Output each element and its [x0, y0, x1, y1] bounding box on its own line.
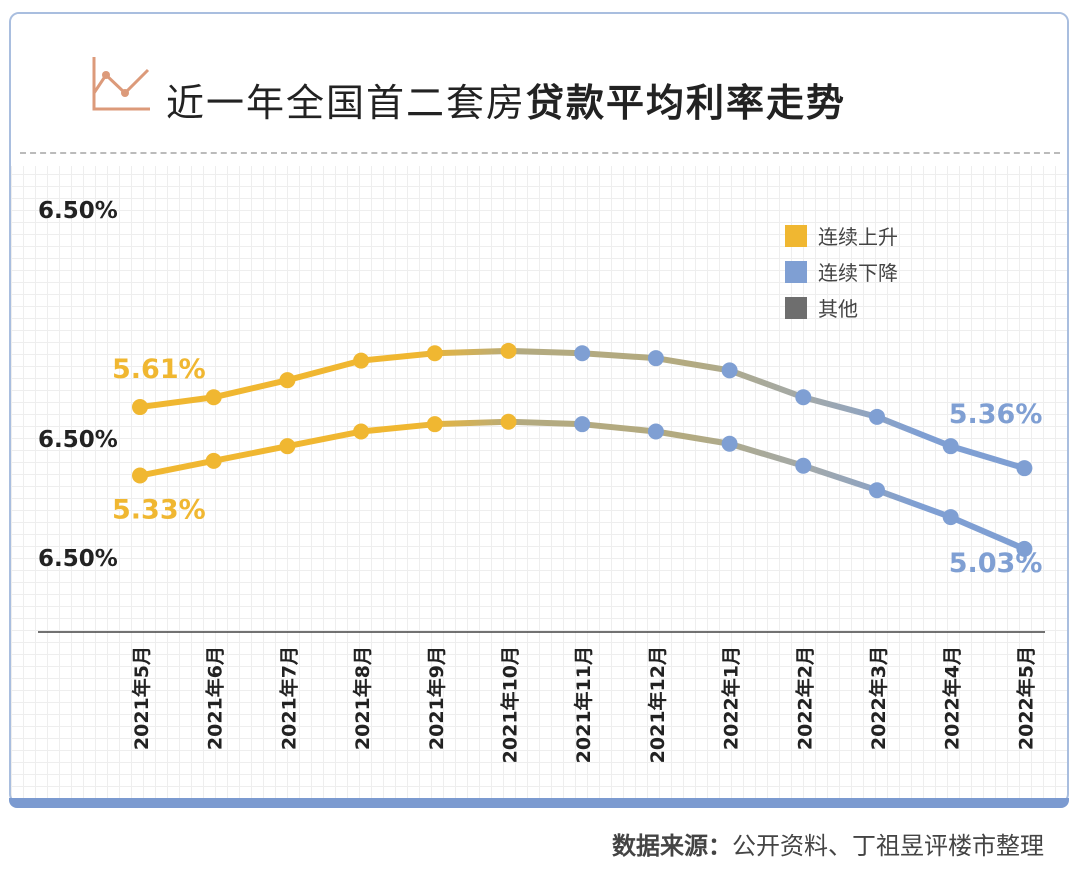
data-point	[205, 389, 222, 406]
x-tick-label: 2021年8月	[351, 646, 374, 750]
data-point	[353, 352, 370, 369]
data-point	[869, 482, 885, 499]
data-point	[574, 345, 591, 362]
end-value-label: 5.03%	[949, 548, 1043, 579]
data-point	[795, 389, 812, 406]
chart-card	[9, 12, 1069, 804]
line-chart: 6.50% 6.50% 6.50% 2021年5月 2021年6月 2021年7月 2021…	[38, 198, 1045, 763]
line-chart-icon	[92, 57, 150, 111]
legend-label: 连续上升	[818, 225, 898, 249]
data-point	[647, 423, 664, 440]
x-tick-label: 2021年12月	[646, 646, 669, 763]
source-note: 数据来源：公开资料、丁祖昱评楼市整理	[612, 826, 1044, 861]
data-point	[353, 423, 370, 440]
x-tick-label: 2021年6月	[204, 646, 227, 750]
x-tick-label: 2022年4月	[941, 646, 964, 750]
source-text: 公开资料、丁祖昱评楼市整理	[732, 832, 1044, 860]
data-point	[647, 350, 664, 367]
data-point	[721, 435, 738, 452]
x-tick-label: 2022年3月	[867, 646, 890, 750]
data-point	[500, 342, 517, 359]
title-bold: 贷款平均利率走势	[526, 81, 847, 125]
data-point	[1016, 540, 1033, 557]
data-point	[942, 438, 959, 455]
data-point	[1016, 460, 1033, 477]
data-point	[942, 509, 959, 526]
end-value-label: 5.36%	[949, 399, 1043, 430]
data-point	[426, 345, 443, 362]
start-value-label: 5.33%	[112, 495, 206, 526]
data-point	[132, 399, 148, 416]
y-tick-label: 6.50%	[38, 546, 118, 572]
x-tick-label: 2021年9月	[425, 646, 448, 750]
data-point	[205, 452, 222, 469]
y-tick-label: 6.50%	[38, 427, 118, 453]
x-tick-label: 2022年1月	[720, 646, 743, 750]
data-point	[279, 372, 296, 389]
y-tick-label: 6.50%	[38, 198, 118, 224]
page-title: 近一年全国首二套房贷款平均利率走势	[166, 72, 846, 127]
x-tick-label: 2021年11月	[572, 646, 595, 763]
data-point	[795, 457, 812, 474]
card-bottom-bar	[9, 798, 1069, 808]
data-point	[426, 416, 443, 433]
x-tick-label: 2021年7月	[277, 646, 300, 750]
x-tick-label: 2022年5月	[1014, 646, 1037, 750]
legend-label: 其他	[818, 297, 858, 321]
legend-label: 连续下降	[818, 261, 898, 285]
data-point	[500, 413, 517, 430]
legend-swatch	[785, 261, 807, 283]
x-tick-label: 2021年5月	[130, 646, 153, 750]
title-normal: 近一年全国首二套房	[166, 81, 527, 125]
legend-swatch	[785, 297, 807, 319]
x-tick-label: 2021年10月	[499, 646, 522, 763]
data-point	[869, 408, 885, 425]
data-point	[574, 416, 591, 433]
source-label: 数据来源：	[612, 832, 732, 860]
data-point	[132, 467, 148, 484]
legend-swatch	[785, 225, 807, 247]
data-point	[721, 362, 738, 379]
start-value-label: 5.61%	[112, 354, 206, 385]
title-divider	[20, 152, 1060, 154]
data-point	[279, 438, 296, 455]
x-tick-label: 2022年2月	[793, 646, 816, 750]
series-line-2	[139, 418, 1026, 552]
